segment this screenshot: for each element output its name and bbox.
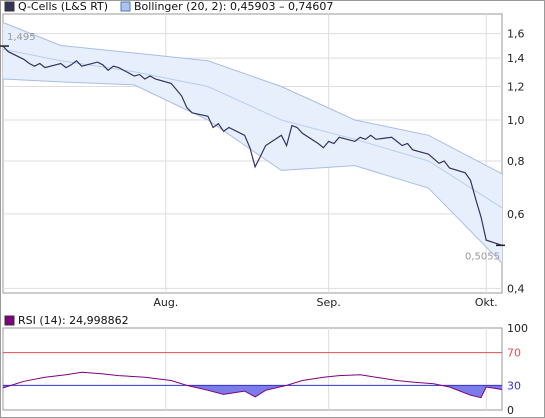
rsi-y-tick-label: 30: [507, 379, 521, 392]
rsi-plot-area: [2, 327, 503, 411]
price-y-axis: 1,6 1,4 1,2 1,0 0,8 0,6 0,4: [507, 28, 525, 296]
rsi-grid: [165, 328, 487, 410]
price-y-tick-label: 1,6: [507, 28, 525, 41]
x-tick-label: Sep.: [317, 296, 341, 309]
price-y-tick-label: 1,0: [507, 114, 525, 127]
legend-swatch-bollinger: [120, 1, 131, 12]
bollinger-middle-line: [2, 48, 503, 209]
price-panel: 1,495 0,5055 1,6 1,4 1,2 1,0 0,8 0,6 0,4 Aug. Se…: [0, 13, 525, 309]
rsi-oversold-fill: [3, 385, 502, 398]
x-tick-label: Okt.: [475, 296, 498, 309]
bollinger-lower-line: [2, 78, 503, 264]
rsi-y-axis: 100 70 30 0: [507, 322, 528, 417]
end-value-label: 0,5055: [465, 251, 500, 262]
price-y-tick-label: 0,6: [507, 208, 525, 221]
rsi-panel: 100 70 30 0: [2, 322, 528, 417]
rsi-line: [2, 371, 503, 399]
bollinger-upper-line: [2, 22, 503, 175]
rsi-y-tick-label: 100: [507, 322, 528, 335]
legend-swatch-price: [4, 1, 15, 12]
legend-swatch-rsi: [4, 315, 15, 326]
rsi-threshold-lines: [3, 352, 502, 386]
price-annotations: 1,495 0,5055: [0, 32, 505, 262]
bollinger-band-fill: [3, 22, 502, 264]
rsi-y-tick-label: 70: [507, 347, 521, 360]
price-y-tick-label: 1,2: [507, 80, 525, 93]
x-axis: Aug. Sep. Okt.: [153, 296, 497, 309]
x-tick-label: Aug.: [153, 296, 178, 309]
price-line: [2, 45, 503, 246]
price-y-tick-label: 0,4: [507, 282, 525, 295]
price-y-tick-label: 1,4: [507, 52, 525, 65]
legend-label-price: Q-Cells (L&S RT): [18, 0, 108, 13]
legend-label-bollinger: Bollinger (20, 2): 0,45903 – 0,74607: [134, 0, 333, 13]
rsi-y-tick-label: 0: [507, 404, 514, 417]
price-y-tick-label: 0,8: [507, 155, 525, 168]
start-value-label: 1,495: [7, 32, 36, 43]
legend-label-rsi: RSI (14): 24,998862: [18, 314, 129, 327]
